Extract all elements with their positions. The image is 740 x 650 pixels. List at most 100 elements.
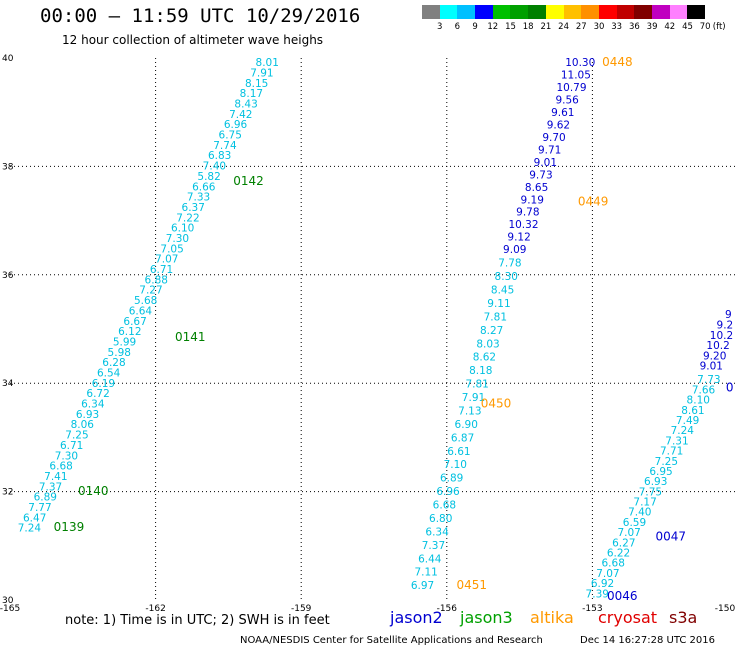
legend-tick-label: 24 — [558, 22, 570, 32]
legend-tick-label: 3 — [436, 22, 443, 32]
swh-data-point: 6.89 — [34, 492, 57, 504]
swh-data-point: 9.12 — [507, 232, 530, 244]
pass-number-label: 0046 — [607, 589, 638, 603]
swh-data-point: 6.68 — [602, 558, 625, 570]
legend-tick-label: 39 — [646, 22, 658, 32]
x-tick-label: -162 — [145, 604, 165, 614]
swh-data-point: 8.61 — [681, 405, 704, 417]
swh-data-point: 7.10 — [444, 459, 467, 471]
swh-data-point: 6.80 — [429, 513, 452, 525]
swh-data-point: 7.40 — [628, 507, 651, 519]
swh-data-point: 7.27 — [139, 285, 162, 297]
swh-data-point: 7.25 — [65, 430, 88, 442]
swh-data-point: 6.88 — [145, 274, 168, 286]
pass-number-label: 0047 — [655, 529, 686, 543]
swh-data-point: 6.34 — [425, 526, 449, 538]
swh-data-point: 6.37 — [182, 202, 205, 214]
y-tick-label: 30 — [2, 596, 14, 606]
pass-number-label: 0451 — [457, 578, 488, 592]
swh-data-point: 6.47 — [23, 512, 46, 524]
swh-data-point: 7.24 — [18, 523, 42, 535]
swh-data-point: 7.30 — [55, 450, 78, 462]
pass-number-label: 0450 — [481, 397, 512, 411]
swh-data-point: 7.77 — [28, 502, 51, 514]
pass-number-label: 0141 — [175, 330, 206, 344]
swh-data-point: 10.2 — [710, 330, 733, 342]
x-tick-label: -150 — [715, 604, 736, 614]
x-tick-label: -153 — [582, 604, 602, 614]
legend-tick-label: 36 — [628, 22, 640, 32]
swh-data-point: 7.75 — [639, 486, 662, 498]
swh-data-point: 6.68 — [49, 461, 72, 473]
swh-data-point: 6.19 — [92, 378, 115, 390]
swh-data-point: 5.68 — [134, 295, 157, 307]
swh-data-point: 7.81 — [465, 379, 488, 391]
chart-title: 00:00 – 11:59 UTC 10/29/2016 — [40, 5, 361, 27]
swh-data-point: 7.22 — [176, 212, 199, 224]
swh-data-point: 8.17 — [240, 88, 263, 100]
chart-subtitle: 12 hour collection of altimeter wave hei… — [62, 33, 324, 47]
legend-swatch — [492, 5, 511, 19]
swh-data-point: 7.91 — [250, 67, 273, 79]
swh-data-point: 7.17 — [633, 497, 656, 509]
legend-swatch — [475, 5, 493, 19]
swh-data-point: 6.67 — [123, 316, 146, 328]
swh-data-point: 6.93 — [644, 476, 667, 488]
legend-tick-label: 27 — [575, 22, 587, 32]
legend-swatch — [598, 5, 617, 19]
swh-data-point: 6.34 — [81, 399, 105, 411]
swh-data-point: 6.71 — [60, 440, 83, 452]
swh-data-point: 11.05 — [561, 70, 591, 82]
swh-data-point: 9 — [725, 309, 732, 321]
swh-data-point: 6.54 — [97, 368, 121, 380]
swh-data-point: 10.30 — [565, 57, 595, 69]
swh-data-point: 8.43 — [234, 99, 257, 111]
legend-swatch — [545, 5, 564, 19]
swh-data-point: 6.66 — [192, 181, 216, 193]
footer-credit: NOAA/NESDIS Center for Satellite Applica… — [240, 635, 543, 646]
legend-tick-label: 6 — [454, 22, 461, 32]
swh-data-point: 8.15 — [245, 78, 268, 90]
swh-data-point: 6.61 — [447, 446, 470, 458]
swh-data-point: 7.11 — [414, 567, 437, 579]
y-tick-label: 38 — [2, 162, 14, 172]
legend-swatch — [510, 5, 529, 19]
pass-number-label: 0449 — [578, 194, 609, 208]
legend-tick-label: 15 — [505, 22, 516, 32]
swh-data-point: 7.41 — [44, 471, 67, 483]
swh-data-point: 6.90 — [455, 419, 478, 431]
swh-data-point: 7.30 — [166, 233, 189, 245]
sat-label-jason2: jason2 — [390, 608, 443, 627]
swh-data-point: 8.65 — [525, 182, 548, 194]
swh-data-point: 8.45 — [491, 285, 514, 297]
legend-swatch — [634, 5, 652, 19]
swh-data-point: 8.62 — [473, 352, 496, 364]
swh-data-point: 7.24 — [671, 425, 695, 437]
swh-data-point: 6.92 — [591, 578, 614, 590]
legend-tick-label: 12 — [487, 22, 499, 32]
pass-number-label: 0142 — [233, 174, 264, 188]
swh-data-point: 9.73 — [529, 169, 552, 181]
y-tick-label: 36 — [2, 271, 14, 281]
swh-data-point: 7.37 — [39, 481, 62, 493]
swh-data-point: 7.37 — [422, 540, 445, 552]
legend-swatch — [581, 5, 599, 19]
pass-number-label: 0448 — [602, 55, 633, 69]
swh-data-point: 7.73 — [697, 374, 720, 386]
swh-data-point: 7.81 — [484, 311, 507, 323]
color-scale-legend — [422, 5, 705, 19]
x-tick-label: -156 — [437, 604, 458, 614]
footer-note: note: 1) Time is in UTC; 2) SWH is in fe… — [65, 613, 330, 628]
swh-data-point: 6.87 — [451, 432, 474, 444]
y-tick-label: 32 — [2, 488, 13, 498]
swh-data-point: 6.93 — [76, 409, 99, 421]
swh-data-point: 9.62 — [547, 119, 570, 131]
legend-unit: (ft) — [712, 22, 726, 32]
legend-tick-label: 33 — [611, 22, 623, 32]
swh-data-point: 5.82 — [197, 171, 220, 183]
legend-tick-label: 42 — [664, 22, 676, 32]
swh-data-point: 6.12 — [118, 326, 141, 338]
swh-data-point: 9.71 — [538, 144, 561, 156]
sat-label-altika: altika — [530, 608, 574, 627]
swh-data-point: 6.27 — [612, 537, 635, 549]
